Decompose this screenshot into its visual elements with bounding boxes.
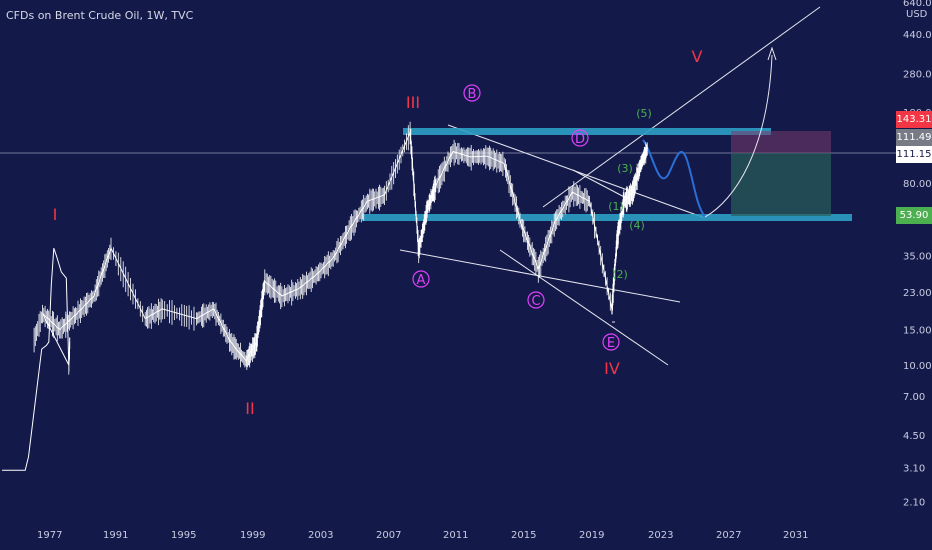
wave-label-circle — [602, 333, 620, 351]
c-e-line[interactable] — [499, 249, 669, 366]
x-tick-label: 1995 — [171, 530, 196, 541]
price-label: 111.15 — [896, 146, 932, 163]
wave-label[interactable]: D — [575, 132, 585, 147]
wave-label[interactable]: I — [53, 205, 58, 224]
chart-title: CFDs on Brent Crude Oil, 1W, TVC — [6, 9, 194, 22]
wave-label[interactable]: C — [531, 294, 540, 309]
wave-label[interactable]: B — [468, 87, 477, 102]
x-tick-label: 2027 — [716, 530, 741, 541]
wave-label[interactable]: (1) — [608, 200, 624, 213]
x-tick-label: 2023 — [648, 530, 673, 541]
price-label: 143.31 — [896, 111, 932, 128]
y-tick-label: 3.10 — [903, 463, 925, 474]
wave-d-line[interactable] — [572, 169, 631, 201]
projected-arc[interactable] — [704, 54, 773, 218]
price-label: 53.90 — [896, 207, 932, 224]
y-tick-label: 23.00 — [903, 288, 932, 299]
wave-label[interactable]: (3) — [617, 162, 633, 175]
trendline-group[interactable] — [399, 6, 821, 366]
y-tick-label: 35.00 — [903, 251, 932, 262]
price-series-noise — [33, 121, 648, 375]
y-tick-label: 80.00 — [903, 179, 932, 190]
y-tick-label: 10.00 — [903, 361, 932, 372]
price-label: 111.49 — [896, 129, 932, 146]
lower-zone[interactable] — [362, 214, 852, 221]
y-tick-label: 4.50 — [903, 431, 925, 442]
wave-label-circle — [571, 129, 589, 147]
time-axis-panel — [0, 520, 932, 550]
x-tick-label: 2007 — [376, 530, 401, 541]
y-tick-label: 15.00 — [903, 326, 932, 337]
x-tick-label: 2031 — [783, 530, 808, 541]
wave-label[interactable]: E — [607, 336, 615, 351]
y-tick-label: 7.00 — [903, 392, 925, 403]
projected-path[interactable] — [642, 139, 706, 218]
y-tick-label: 640.00 — [903, 0, 932, 9]
wave-label[interactable]: III — [406, 93, 420, 112]
x-tick-label: 1999 — [240, 530, 265, 541]
wave-label[interactable]: A — [417, 273, 426, 288]
wave-label[interactable]: II — [245, 399, 254, 418]
wave-label[interactable]: (2) — [612, 268, 628, 281]
upper-zone[interactable] — [403, 128, 771, 135]
x-tick-label: 2003 — [308, 530, 333, 541]
projection-reward-box[interactable] — [731, 153, 831, 216]
projected-arc-arrow — [767, 46, 777, 61]
wave-label-circle — [412, 270, 430, 288]
wave-label-circle — [463, 84, 481, 102]
projection-risk-box[interactable] — [731, 131, 831, 153]
wave-label[interactable]: V — [692, 47, 703, 66]
y-tick-label: 2.10 — [903, 498, 925, 509]
price-axis-panel — [896, 0, 932, 520]
x-tick-label: 2015 — [511, 530, 536, 541]
wave-label-circle — [527, 291, 545, 309]
wave-label[interactable]: (4) — [629, 219, 645, 232]
y-tick-label: 440.00 — [903, 30, 932, 41]
currency-label: USD — [906, 9, 928, 20]
wave-label[interactable]: (5) — [636, 107, 652, 120]
wave-label[interactable]: IV — [604, 359, 620, 378]
x-tick-label: 1977 — [37, 530, 62, 541]
x-tick-label: 2011 — [443, 530, 468, 541]
x-tick-label: 1991 — [103, 530, 128, 541]
triangle-lower-line[interactable] — [399, 249, 681, 303]
upper-channel-line[interactable] — [542, 6, 821, 208]
price-series-line[interactable] — [2, 132, 649, 471]
y-tick-label: 280.00 — [903, 70, 932, 81]
x-tick-label: 2019 — [579, 530, 604, 541]
